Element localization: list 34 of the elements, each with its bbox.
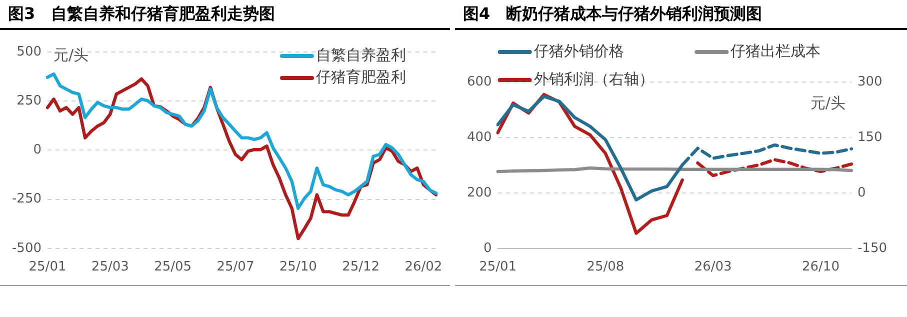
x-tick-label: 25/08 bbox=[586, 260, 624, 275]
x-tick-label: 26/03 bbox=[694, 260, 732, 275]
x-tick-label: 25/01 bbox=[479, 260, 517, 275]
y2-tick-label: 300 bbox=[857, 74, 882, 90]
y-tick-label: 200 bbox=[466, 185, 492, 200]
legend-label: 仔猪出栏成本 bbox=[730, 42, 821, 60]
legend-label: 外销利润（右轴） bbox=[534, 70, 654, 88]
y2-axis-title: 元/头 bbox=[810, 94, 846, 112]
x-tick-label: 25/12 bbox=[342, 260, 380, 275]
x-tick-label: 26/02 bbox=[404, 260, 442, 275]
chart-title: 图3 自繁自养和仔猪育肥盈利走势图 bbox=[0, 0, 450, 30]
chart-title: 图4 断奶仔猪成本与仔猪外销利润预测图 bbox=[455, 0, 907, 30]
y-tick-label: 600 bbox=[466, 74, 492, 90]
y2-tick-label: 0 bbox=[857, 185, 866, 200]
y-tick-label: -250 bbox=[12, 192, 42, 207]
y-axis-title: 元/头 bbox=[54, 46, 89, 64]
legend-label: 仔猪育肥盈利 bbox=[316, 68, 406, 86]
y-tick-label: -500 bbox=[12, 240, 42, 256]
x-tick-label: 25/10 bbox=[279, 260, 317, 275]
x-tick-label: 25/07 bbox=[216, 260, 254, 275]
legend-label: 仔猪外销价格 bbox=[534, 42, 624, 60]
legend-label: 自繁自养盈利 bbox=[316, 46, 406, 64]
x-tick-label: 26/10 bbox=[802, 260, 840, 275]
y-tick-label: 0 bbox=[33, 142, 42, 158]
y2-tick-label: -150 bbox=[857, 240, 888, 256]
y-tick-label: 400 bbox=[466, 130, 492, 145]
y-tick-label: 0 bbox=[484, 240, 492, 256]
y-tick-label: 250 bbox=[16, 93, 42, 108]
y-tick-label: 500 bbox=[16, 44, 42, 60]
y2-tick-label: 150 bbox=[857, 130, 882, 145]
line-series bbox=[696, 158, 854, 178]
x-tick-label: 25/05 bbox=[154, 260, 192, 275]
x-tick-label: 25/03 bbox=[91, 260, 129, 275]
x-tick-label: 25/01 bbox=[28, 260, 66, 275]
